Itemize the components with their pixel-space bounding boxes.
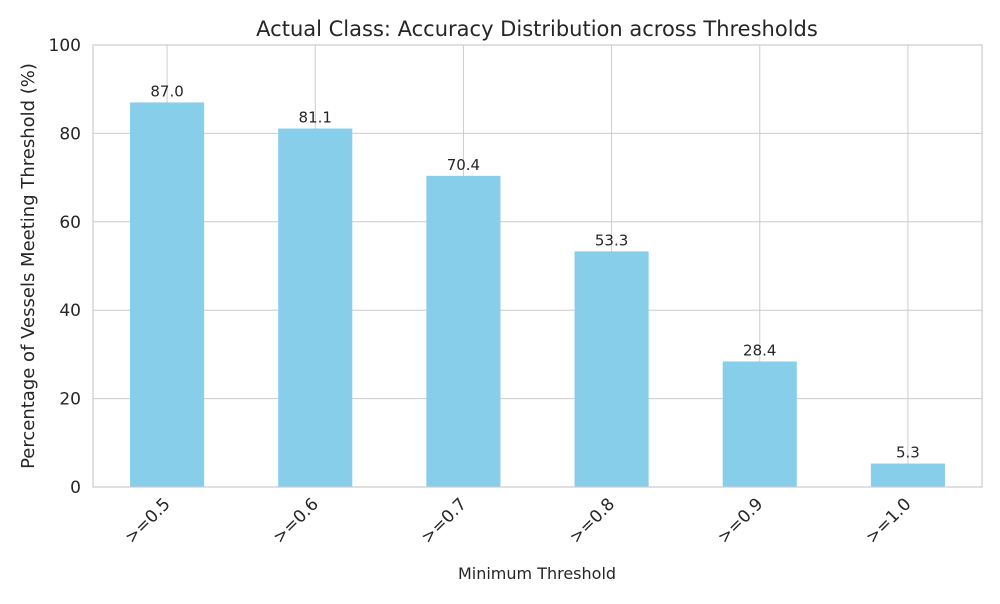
x-tick-label: >=0.7 xyxy=(418,494,471,547)
x-axis-label: Minimum Threshold xyxy=(458,564,616,583)
bar-value-label: 87.0 xyxy=(150,82,183,100)
bar xyxy=(574,251,649,487)
y-tick-label: 100 xyxy=(49,36,81,56)
bar xyxy=(130,102,205,488)
bar-value-label: 70.4 xyxy=(447,156,480,174)
chart-title: Actual Class: Accuracy Distribution acro… xyxy=(256,17,818,41)
bar-value-label: 28.4 xyxy=(743,341,776,359)
x-tick-labels: >=0.5 >=0.6 >=0.7 >=0.8 >=0.9 >=1.0 xyxy=(121,494,915,547)
y-axis-label: Percentage of Vessels Meeting Threshold … xyxy=(18,63,39,469)
bar xyxy=(426,175,501,487)
y-tick-label: 80 xyxy=(59,124,81,144)
y-tick-label: 60 xyxy=(59,213,81,233)
y-tick-labels: 0 20 40 60 80 100 xyxy=(49,36,81,498)
bar xyxy=(870,463,945,487)
bar-value-label: 81.1 xyxy=(299,109,332,127)
plot-frame xyxy=(92,44,983,488)
bar-value-label: 5.3 xyxy=(896,444,920,462)
bar xyxy=(722,361,797,487)
x-tick-label: >=0.5 xyxy=(121,494,174,547)
y-tick-label: 0 xyxy=(70,478,81,498)
x-tick-label: >=0.6 xyxy=(269,494,322,547)
y-tick-label: 40 xyxy=(59,301,81,321)
bars-layer xyxy=(130,102,945,488)
x-tick-label: >=1.0 xyxy=(862,494,915,547)
y-tick-label: 20 xyxy=(59,390,81,410)
grid-layer xyxy=(93,44,982,488)
x-tick-label: >=0.8 xyxy=(566,494,619,547)
bar-value-label: 53.3 xyxy=(595,231,628,249)
labels-layer: 87.0 81.1 70.4 53.3 28.4 5.3 xyxy=(150,82,919,461)
x-tick-label: >=0.9 xyxy=(714,494,767,547)
bar xyxy=(278,128,353,487)
